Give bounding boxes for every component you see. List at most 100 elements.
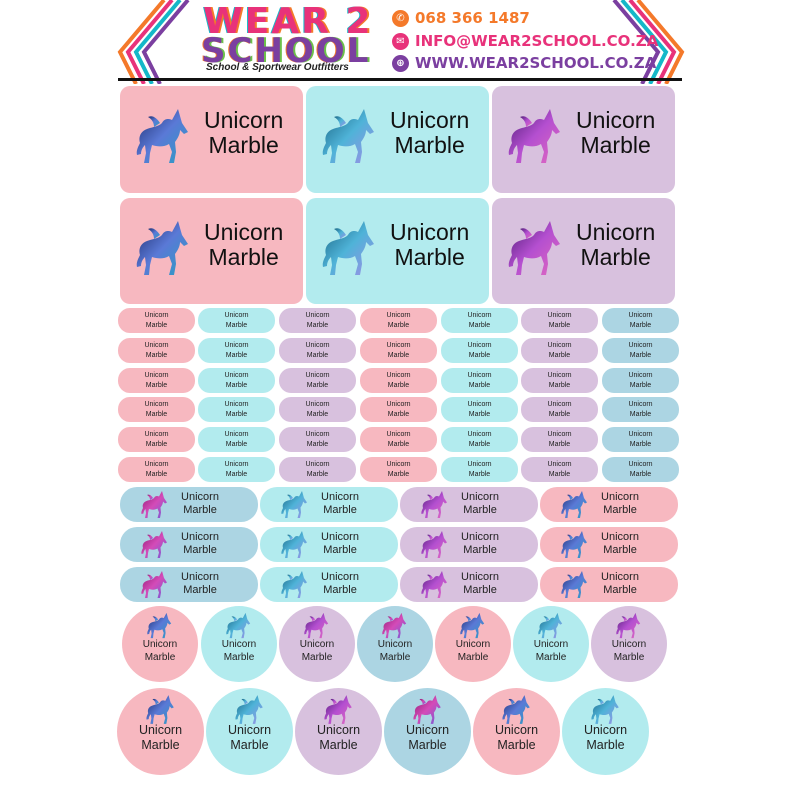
label-text: Unicorn Marble bbox=[441, 460, 518, 480]
label-text: Unicorn Marble bbox=[204, 220, 283, 270]
label-line1: Unicorn bbox=[390, 107, 470, 133]
label-text: Unicorn Marble bbox=[198, 341, 275, 361]
label-line2: Marble bbox=[394, 132, 465, 158]
label-line1: Unicorn bbox=[144, 341, 169, 349]
label-text: Unicorn Marble bbox=[198, 430, 275, 450]
label-line1: Unicorn bbox=[224, 341, 249, 349]
label-text: Unicorn Marble bbox=[357, 638, 433, 664]
email-text: INFO@WEAR2SCHOOL.CO.ZA bbox=[415, 32, 659, 50]
unicorn-icon bbox=[616, 612, 641, 639]
label-text: Unicorn Marble bbox=[279, 371, 356, 391]
small-name-label: Unicorn Marble bbox=[441, 308, 518, 333]
label-line2: Marble bbox=[225, 351, 248, 359]
label-line1: Unicorn bbox=[455, 639, 491, 650]
small-name-label: Unicorn Marble bbox=[198, 397, 275, 423]
label-line1: Unicorn bbox=[227, 723, 272, 737]
label-line2: Marble bbox=[323, 544, 357, 556]
label-line1: Unicorn bbox=[305, 341, 330, 349]
label-line2: Marble bbox=[468, 411, 491, 419]
label-text: Unicorn Marble bbox=[521, 430, 598, 450]
label-text: Unicorn Marble bbox=[360, 460, 437, 480]
label-line2: Marble bbox=[208, 244, 279, 270]
label-text: Unicorn Marble bbox=[441, 430, 518, 450]
small-name-label: Unicorn Marble bbox=[118, 337, 195, 363]
unicorn-icon bbox=[412, 695, 441, 724]
small-name-label: Unicorn Marble bbox=[521, 457, 598, 482]
label-line1: Unicorn bbox=[204, 219, 284, 245]
medium-name-label: Unicorn Marble bbox=[540, 527, 678, 562]
label-text: Unicorn Marble bbox=[440, 571, 520, 597]
label-line1: Unicorn bbox=[386, 461, 411, 468]
label-line2: Marble bbox=[306, 351, 329, 359]
contact-phone[interactable]: ✆ 068 366 1487 bbox=[392, 8, 530, 28]
label-line2: Marble bbox=[145, 351, 168, 359]
large-name-label: Unicorn Marble bbox=[492, 86, 675, 193]
unicorn-icon bbox=[281, 531, 307, 558]
label-line1: Unicorn bbox=[601, 531, 639, 543]
label-line2: Marble bbox=[408, 738, 447, 752]
contact-website[interactable]: ⊕ WWW.WEAR2SCHOOL.CO.ZA bbox=[392, 53, 656, 73]
small-name-label: Unicorn Marble bbox=[521, 308, 598, 333]
label-line2: Marble bbox=[223, 652, 255, 663]
label-text: Unicorn Marble bbox=[576, 108, 655, 158]
unicorn-icon bbox=[141, 571, 167, 598]
small-name-label: Unicorn Marble bbox=[198, 337, 275, 363]
label-line2: Marble bbox=[586, 738, 625, 752]
label-line1: Unicorn bbox=[547, 401, 572, 409]
label-line2: Marble bbox=[230, 738, 269, 752]
label-line2: Marble bbox=[183, 504, 217, 516]
small-name-label: Unicorn Marble bbox=[360, 457, 437, 482]
label-line2: Marble bbox=[323, 504, 357, 516]
label-line2: Marble bbox=[387, 351, 410, 359]
phone-icon: ✆ bbox=[392, 9, 409, 27]
label-text: Unicorn Marble bbox=[206, 723, 293, 753]
medium-name-label: Unicorn Marble bbox=[120, 527, 258, 562]
label-line1: Unicorn bbox=[142, 639, 178, 650]
small-name-label: Unicorn Marble bbox=[521, 367, 598, 393]
round-name-label-small: Unicorn Marble bbox=[591, 606, 667, 682]
label-line2: Marble bbox=[603, 544, 637, 556]
unicorn-icon bbox=[323, 695, 352, 724]
label-line2: Marble bbox=[463, 504, 497, 516]
label-text: Unicorn Marble bbox=[279, 638, 355, 664]
unicorn-icon bbox=[460, 612, 485, 639]
label-line1: Unicorn bbox=[305, 312, 330, 319]
small-name-label: Unicorn Marble bbox=[521, 397, 598, 423]
label-line1: Unicorn bbox=[224, 431, 249, 439]
small-name-label: Unicorn Marble bbox=[279, 337, 356, 363]
label-line1: Unicorn bbox=[144, 461, 169, 468]
label-line1: Unicorn bbox=[386, 371, 411, 379]
label-line2: Marble bbox=[387, 471, 410, 478]
small-name-label: Unicorn Marble bbox=[441, 337, 518, 363]
round-name-label-large: Unicorn Marble bbox=[206, 688, 293, 775]
label-line1: Unicorn bbox=[547, 371, 572, 379]
label-line2: Marble bbox=[535, 652, 567, 663]
label-line2: Marble bbox=[468, 471, 491, 478]
label-line1: Unicorn bbox=[305, 371, 330, 379]
label-text: Unicorn Marble bbox=[521, 311, 598, 331]
header-divider bbox=[118, 78, 682, 81]
label-text: Unicorn Marble bbox=[441, 341, 518, 361]
small-name-label: Unicorn Marble bbox=[521, 337, 598, 363]
label-line1: Unicorn bbox=[628, 401, 653, 409]
unicorn-icon bbox=[281, 491, 307, 518]
label-text: Unicorn Marble bbox=[118, 371, 195, 391]
label-text: Unicorn Marble bbox=[390, 108, 469, 158]
label-line2: Marble bbox=[629, 411, 652, 419]
medium-name-label: Unicorn Marble bbox=[400, 487, 538, 522]
label-text: Unicorn Marble bbox=[441, 371, 518, 391]
contact-email[interactable]: ✉ INFO@WEAR2SCHOOL.CO.ZA bbox=[392, 31, 658, 51]
large-name-label: Unicorn Marble bbox=[492, 198, 675, 304]
label-line2: Marble bbox=[301, 652, 333, 663]
unicorn-icon bbox=[590, 695, 619, 724]
unicorn-icon bbox=[421, 531, 447, 558]
label-line2: Marble bbox=[306, 381, 329, 389]
small-name-label: Unicorn Marble bbox=[602, 427, 679, 453]
small-name-label: Unicorn Marble bbox=[198, 308, 275, 333]
label-text: Unicorn Marble bbox=[602, 341, 679, 361]
label-line1: Unicorn bbox=[316, 723, 361, 737]
unicorn-icon bbox=[382, 612, 407, 639]
small-name-label: Unicorn Marble bbox=[602, 308, 679, 333]
unicorn-icon bbox=[322, 221, 374, 275]
label-line1: Unicorn bbox=[144, 431, 169, 439]
